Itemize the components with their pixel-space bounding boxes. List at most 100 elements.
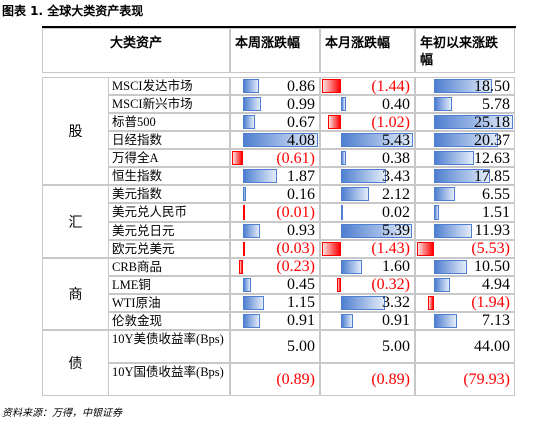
asset-name: 10Y国债收益率(Bps)	[108, 362, 230, 396]
data-bar	[341, 313, 354, 328]
value-cell	[415, 293, 515, 312]
value-label: (5.53)	[471, 240, 510, 258]
value-cell	[415, 113, 515, 132]
value-label: 11.93	[474, 222, 510, 240]
value-cell	[320, 257, 415, 276]
value-label: 0.86	[287, 77, 315, 95]
value-cell	[230, 185, 320, 204]
value-label: 3.43	[382, 167, 410, 185]
value-label: (1.43)	[371, 240, 410, 258]
value-label: 4.08	[287, 131, 315, 149]
value-label: (1.94)	[471, 294, 510, 312]
value-label: 1.60	[382, 258, 410, 276]
value-cell	[230, 95, 320, 114]
value-cell	[230, 275, 320, 294]
value-cell	[320, 311, 415, 330]
value-label: 20.37	[474, 131, 510, 149]
value-cell	[415, 185, 515, 204]
value-label: 4.94	[482, 276, 510, 294]
value-label: 5.39	[382, 222, 410, 240]
asset-name: MSCI新兴市场	[108, 95, 230, 114]
asset-name: 日经指数	[108, 131, 230, 150]
value-cell	[230, 113, 320, 132]
value-cell	[320, 185, 415, 204]
value-cell	[415, 149, 515, 168]
value-cell	[320, 113, 415, 132]
value-cell	[320, 275, 415, 294]
asset-name: 欧元兑美元	[108, 239, 230, 258]
asset-name: WTI原油	[108, 293, 230, 312]
value-cell	[230, 167, 320, 186]
value-cell	[230, 221, 320, 240]
value-label: (0.23)	[276, 258, 315, 276]
data-bar	[341, 133, 413, 148]
asset-name: 美元兑人民币	[108, 203, 230, 222]
data-bar	[327, 115, 342, 130]
value-label: 5.00	[382, 337, 410, 355]
value-label: 44.00	[474, 337, 510, 355]
value-cell	[230, 131, 320, 150]
data-bar	[322, 79, 342, 94]
value-cell	[320, 149, 415, 168]
value-label: 3.32	[382, 294, 410, 312]
asset-name: 美元指数	[108, 185, 230, 204]
value-label: 0.93	[287, 222, 315, 240]
data-bar	[341, 169, 387, 184]
value-cell	[415, 95, 515, 114]
value-label: (0.61)	[276, 149, 315, 167]
value-cell	[320, 167, 415, 186]
data-bar	[341, 205, 344, 220]
data-bar	[322, 241, 342, 256]
value-cell	[415, 329, 515, 363]
data-bar	[243, 97, 262, 112]
value-cell	[230, 293, 320, 312]
data-bar	[243, 295, 265, 310]
value-cell	[415, 275, 515, 294]
asset-name: 万得全A	[108, 149, 230, 168]
data-bar	[434, 223, 472, 238]
value-cell	[415, 257, 515, 276]
data-bar	[341, 187, 370, 202]
asset-name: LME铜	[108, 275, 230, 294]
top-rule	[42, 26, 516, 28]
asset-name: MSCI发达市场	[108, 77, 230, 96]
source: 资料来源：万得，中银证券	[2, 408, 122, 419]
data-bar	[341, 223, 413, 238]
data-bar	[434, 79, 493, 94]
group-label: 商	[42, 257, 108, 330]
asset-name: 标普500	[108, 113, 230, 132]
data-bar	[341, 295, 386, 310]
value-label: 17.85	[474, 167, 510, 185]
data-bar	[243, 169, 278, 184]
value-cell	[320, 293, 415, 312]
value-label: (1.02)	[371, 113, 410, 131]
data-bar	[243, 313, 260, 328]
header-cell: 本月涨跌幅	[320, 28, 415, 73]
value-label: 5.43	[382, 131, 410, 149]
header-cell: 本周涨跌幅	[230, 28, 320, 73]
value-label: 25.18	[474, 113, 510, 131]
value-label: (1.44)	[371, 77, 410, 95]
title: 图表 1. 全球大类资产表现	[2, 4, 144, 18]
data-bar	[243, 205, 245, 220]
value-label: 0.67	[287, 113, 315, 131]
data-bar	[434, 205, 439, 220]
asset-name: CRB商品	[108, 257, 230, 276]
value-label: 0.99	[287, 95, 315, 113]
value-cell	[230, 203, 320, 222]
data-bar	[434, 115, 513, 130]
value-cell	[415, 362, 515, 396]
data-bar	[243, 115, 256, 130]
value-cell	[415, 239, 515, 258]
value-label: 0.40	[382, 95, 410, 113]
value-cell	[320, 221, 415, 240]
data-bar	[243, 79, 259, 94]
value-cell	[415, 77, 515, 96]
data-bar	[341, 151, 347, 166]
value-cell	[320, 239, 415, 258]
value-label: 0.16	[287, 185, 315, 203]
value-cell	[230, 362, 320, 396]
data-bar	[341, 259, 363, 274]
value-cell	[230, 329, 320, 363]
